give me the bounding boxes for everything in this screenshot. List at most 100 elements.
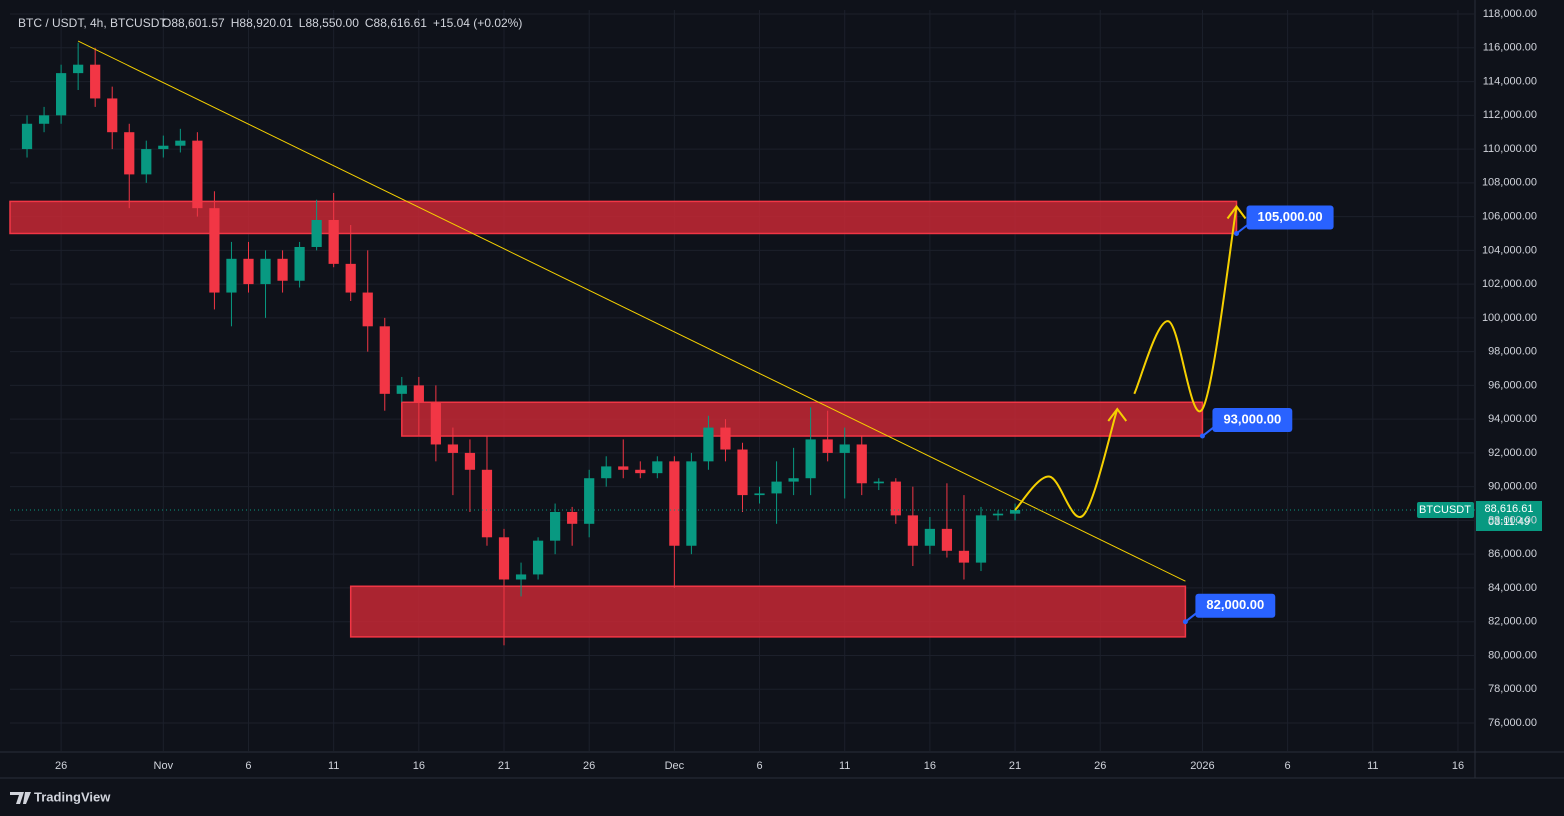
candle-body bbox=[788, 478, 799, 482]
target-label: 93,000.00 bbox=[1223, 411, 1281, 426]
y-tick-label: 100,000.00 bbox=[1482, 312, 1537, 324]
candle-body bbox=[532, 540, 544, 575]
candle-body bbox=[720, 427, 731, 450]
y-tick-label: 94,000.00 bbox=[1488, 413, 1537, 425]
candle-body bbox=[294, 246, 305, 281]
target-label: 105,000.00 bbox=[1258, 209, 1323, 224]
candle-body bbox=[686, 461, 697, 546]
target-box bbox=[1212, 408, 1293, 433]
candle-body bbox=[907, 515, 918, 546]
candle-body bbox=[124, 132, 135, 175]
y-tick-label: 82,000.00 bbox=[1488, 616, 1537, 628]
candle-body bbox=[754, 493, 765, 496]
y-tick-label: 90,000.00 bbox=[1488, 481, 1537, 493]
candle-body bbox=[345, 263, 356, 293]
last-price-name: BTCUSDT bbox=[1419, 504, 1471, 516]
y-tick-label: 76,000.00 bbox=[1488, 717, 1537, 729]
candle-body bbox=[515, 574, 527, 580]
x-tick-label: 16 bbox=[1452, 760, 1464, 772]
candle-body bbox=[992, 513, 1004, 516]
candle-body bbox=[38, 115, 50, 124]
x-tick-label: 16 bbox=[924, 760, 936, 772]
x-tick-label: 11 bbox=[839, 760, 850, 772]
candle-body bbox=[584, 478, 595, 524]
y-tick-label: 114,000.00 bbox=[1483, 75, 1537, 87]
candle-body bbox=[1009, 510, 1021, 514]
candle-body bbox=[447, 444, 459, 453]
candle-body bbox=[260, 258, 271, 285]
x-tick-label: 6 bbox=[756, 760, 762, 772]
x-tick-label: 16 bbox=[413, 760, 425, 772]
candle-body bbox=[601, 466, 612, 479]
candle-body bbox=[652, 461, 663, 474]
x-tick-label: 11 bbox=[1367, 760, 1378, 772]
target-label: 82,000.00 bbox=[1206, 597, 1264, 612]
y-tick-label: 106,000.00 bbox=[1482, 211, 1537, 223]
y-tick-label: 110,000.00 bbox=[1483, 143, 1537, 155]
candle-body bbox=[669, 461, 680, 546]
last-price-name-box bbox=[1417, 502, 1474, 519]
candle-body bbox=[498, 537, 510, 580]
zone bbox=[349, 585, 1187, 638]
y-tick-label: 116,000.00 bbox=[1483, 42, 1537, 54]
y-tick-label: 112,000.00 bbox=[1483, 109, 1537, 121]
x-tick-label: 26 bbox=[55, 760, 67, 772]
candle-body bbox=[822, 439, 833, 453]
candle-body bbox=[226, 258, 237, 293]
candle-body bbox=[481, 469, 493, 538]
candle-body bbox=[856, 444, 867, 484]
y-tick-label: 108,000.00 bbox=[1482, 177, 1537, 189]
ohlc-key: O bbox=[162, 16, 171, 30]
candle-body bbox=[464, 452, 476, 470]
candle-body bbox=[175, 140, 186, 146]
candle-body bbox=[277, 258, 288, 281]
candle-body bbox=[618, 466, 629, 470]
projection-path bbox=[1133, 206, 1238, 413]
candle-body bbox=[21, 123, 33, 150]
candle-body bbox=[635, 469, 646, 474]
candle-body bbox=[413, 385, 424, 403]
candle-body bbox=[55, 73, 67, 116]
y-tick-label: 80,000.00 bbox=[1488, 649, 1537, 661]
x-tick-label: 26 bbox=[1094, 760, 1106, 772]
y-tick-label: 118,000.00 bbox=[1483, 8, 1537, 20]
candle-body bbox=[975, 515, 987, 563]
y-tick-label: 96,000.00 bbox=[1488, 379, 1537, 391]
candle-body bbox=[73, 64, 84, 74]
trendline bbox=[77, 40, 1186, 582]
candle-body bbox=[805, 439, 816, 479]
ohlc-value: 88,616.61 bbox=[374, 16, 428, 30]
x-tick-label: Nov bbox=[154, 760, 174, 772]
candle-body bbox=[328, 219, 339, 264]
y-tick-label: 84,000.00 bbox=[1488, 582, 1537, 594]
zone bbox=[401, 401, 1204, 437]
last-price-box bbox=[1476, 501, 1542, 532]
y-tick-label: 92,000.00 bbox=[1488, 447, 1537, 459]
y-tick-label: 104,000.00 bbox=[1482, 244, 1537, 256]
x-tick-label: 26 bbox=[583, 760, 595, 772]
ohlc-value: 88,601.57 bbox=[171, 16, 225, 30]
candle-body bbox=[550, 511, 561, 541]
candle-body bbox=[141, 149, 152, 175]
change: +15.04 (+0.02%) bbox=[433, 16, 522, 30]
candle-body bbox=[924, 528, 935, 546]
ohlc-key: C bbox=[365, 16, 374, 30]
candle-body bbox=[941, 528, 953, 551]
watermark: TradingView bbox=[34, 789, 111, 804]
candle-body bbox=[396, 385, 407, 394]
projection-path bbox=[1014, 408, 1119, 519]
y-tick-label: 78,000.00 bbox=[1488, 683, 1537, 695]
y-tick-label: 86,000.00 bbox=[1488, 548, 1537, 560]
last-price-label: 88,616.61 bbox=[1485, 503, 1534, 515]
candle-body bbox=[362, 292, 373, 327]
candle-body bbox=[890, 481, 901, 516]
x-tick-label: 11 bbox=[328, 760, 339, 772]
candle-body bbox=[737, 449, 748, 496]
candle-body bbox=[209, 208, 220, 293]
countdown: 03:11:49 bbox=[1488, 516, 1530, 528]
candle-body bbox=[107, 98, 118, 133]
x-tick-label: 6 bbox=[245, 760, 251, 772]
y-tick-label: 88,000.00 bbox=[1488, 514, 1537, 526]
target-box bbox=[1195, 593, 1276, 618]
